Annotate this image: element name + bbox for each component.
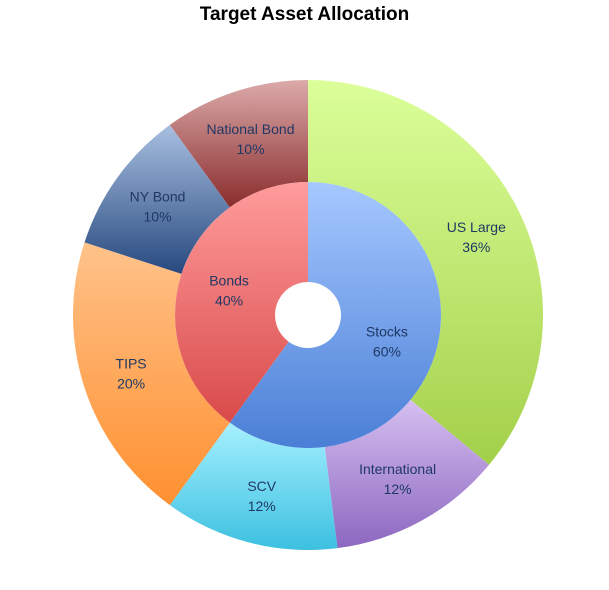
slice-scv (169, 422, 338, 550)
slice-stocks (229, 182, 441, 448)
label-bonds: Bonds 40% (209, 272, 249, 308)
label-ny-bond: NY Bond 10% (130, 189, 186, 225)
slice-us-large (308, 80, 543, 465)
slice-international (324, 399, 490, 549)
label-scv: SCV 12% (247, 478, 276, 514)
label-national-bond: National Bond 10% (207, 121, 295, 157)
inner-ring (174, 182, 441, 448)
chart-title: Target Asset Allocation (199, 4, 410, 25)
slice-ny-bond (84, 124, 230, 274)
slice-tips (73, 242, 230, 506)
slice-labels: Stocks 60% Bonds 40% US Large 36% Internationa… (116, 121, 507, 514)
label-stocks: Stocks 60% (366, 324, 408, 360)
label-tips: TIPS 20% (116, 355, 147, 391)
label-international: International 12% (359, 461, 436, 497)
slice-bonds (174, 182, 308, 423)
slice-national-bond (169, 80, 308, 208)
label-us-large: US Large 36% (447, 219, 506, 255)
outer-ring (73, 80, 543, 550)
